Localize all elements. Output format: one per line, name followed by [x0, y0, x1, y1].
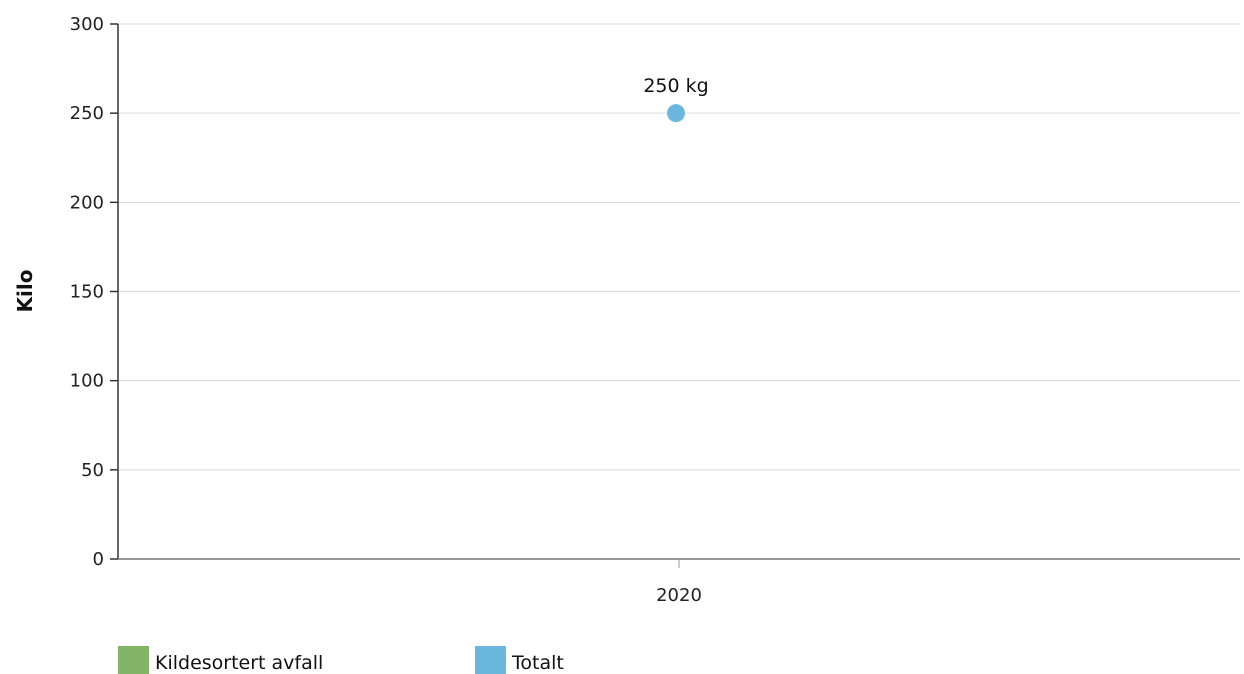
marks-layer: 250 kg: [643, 75, 709, 123]
y-tick-label: 250: [70, 103, 104, 124]
y-tick-label: 0: [93, 549, 104, 570]
axis-layer: 0 50 100 150 200 250 300 2020: [70, 14, 1240, 606]
y-tick-label: 300: [70, 14, 104, 35]
legend-swatch: [118, 646, 149, 674]
y-tick-label: 200: [70, 192, 104, 213]
x-tick-label: 2020: [656, 585, 702, 606]
y-tick-label: 100: [70, 371, 104, 392]
y-tick-label: 50: [81, 460, 104, 481]
legend-label: Totalt: [511, 652, 564, 674]
y-tick-label: 150: [70, 282, 104, 303]
data-label: 250 kg: [643, 75, 708, 97]
data-point-totalt[interactable]: [667, 104, 685, 123]
legend-label: Kildesortert avfall: [155, 652, 323, 674]
y-axis-title: Kilo: [13, 270, 37, 313]
legend-swatch: [475, 646, 506, 674]
legend: Kildesortert avfall Totalt: [118, 646, 564, 674]
